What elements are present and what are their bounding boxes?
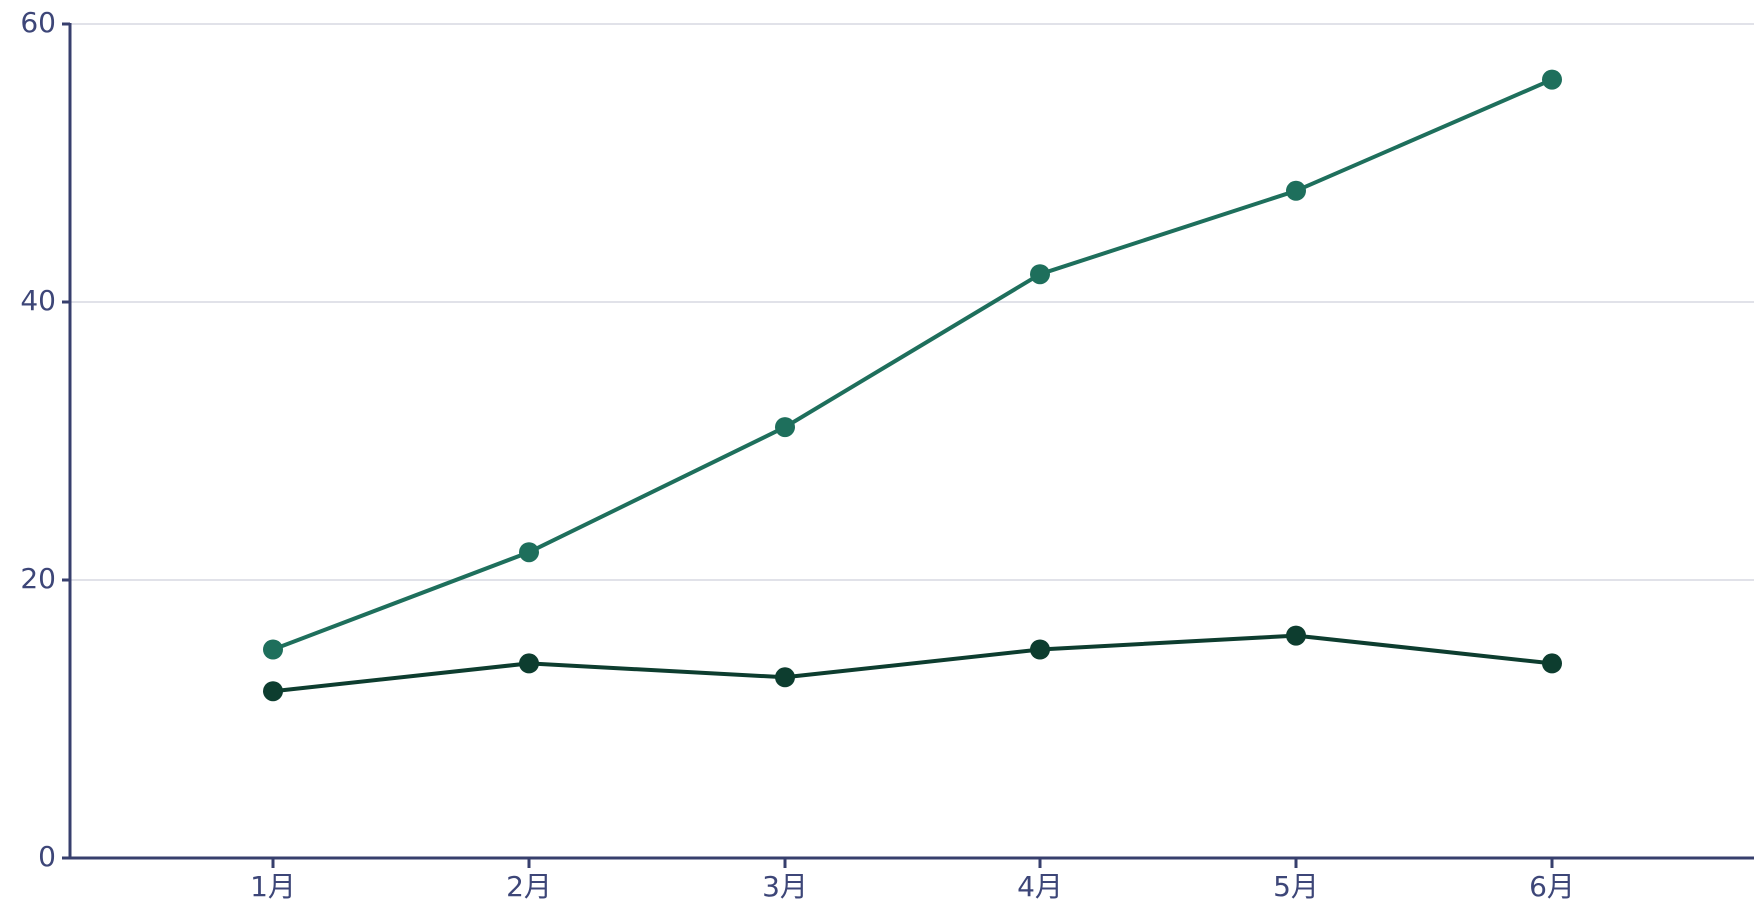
labels-layer: 0 20 40 60 1月 2月 3月 4月 5月 6月 <box>20 6 1575 903</box>
y-tick-label-3: 60 <box>20 6 56 39</box>
x-tick-label-0: 1月 <box>250 870 296 903</box>
series-0-point-5 <box>1542 69 1562 90</box>
axes-layer <box>62 22 1754 868</box>
x-tick-label-1: 2月 <box>506 870 552 903</box>
series-0-point-0 <box>263 639 283 660</box>
grid-layer <box>70 23 1754 581</box>
series-1-point-2 <box>775 667 795 688</box>
series-1-point-1 <box>519 653 539 674</box>
y-tick-label-1: 20 <box>20 562 56 595</box>
series-0-point-4 <box>1286 180 1306 201</box>
series-0-line <box>271 77 1554 652</box>
series-0-point-2 <box>775 417 795 438</box>
series-1-point-4 <box>1286 625 1306 646</box>
y-tick-label-2: 40 <box>20 284 56 317</box>
series-1-point-0 <box>263 681 283 702</box>
y-tick-label-0: 0 <box>38 840 56 873</box>
x-tick-label-4: 5月 <box>1273 870 1319 903</box>
x-tick-label-3: 4月 <box>1017 870 1063 903</box>
series-1-line <box>271 633 1554 694</box>
x-tick-label-5: 6月 <box>1529 870 1575 903</box>
series-0-point-1 <box>519 542 539 563</box>
series-0-point-3 <box>1030 264 1050 285</box>
series-1-point-5 <box>1542 653 1562 674</box>
x-tick-label-2: 3月 <box>762 870 808 903</box>
series-layer <box>263 69 1562 702</box>
series-1-point-3 <box>1030 639 1050 660</box>
